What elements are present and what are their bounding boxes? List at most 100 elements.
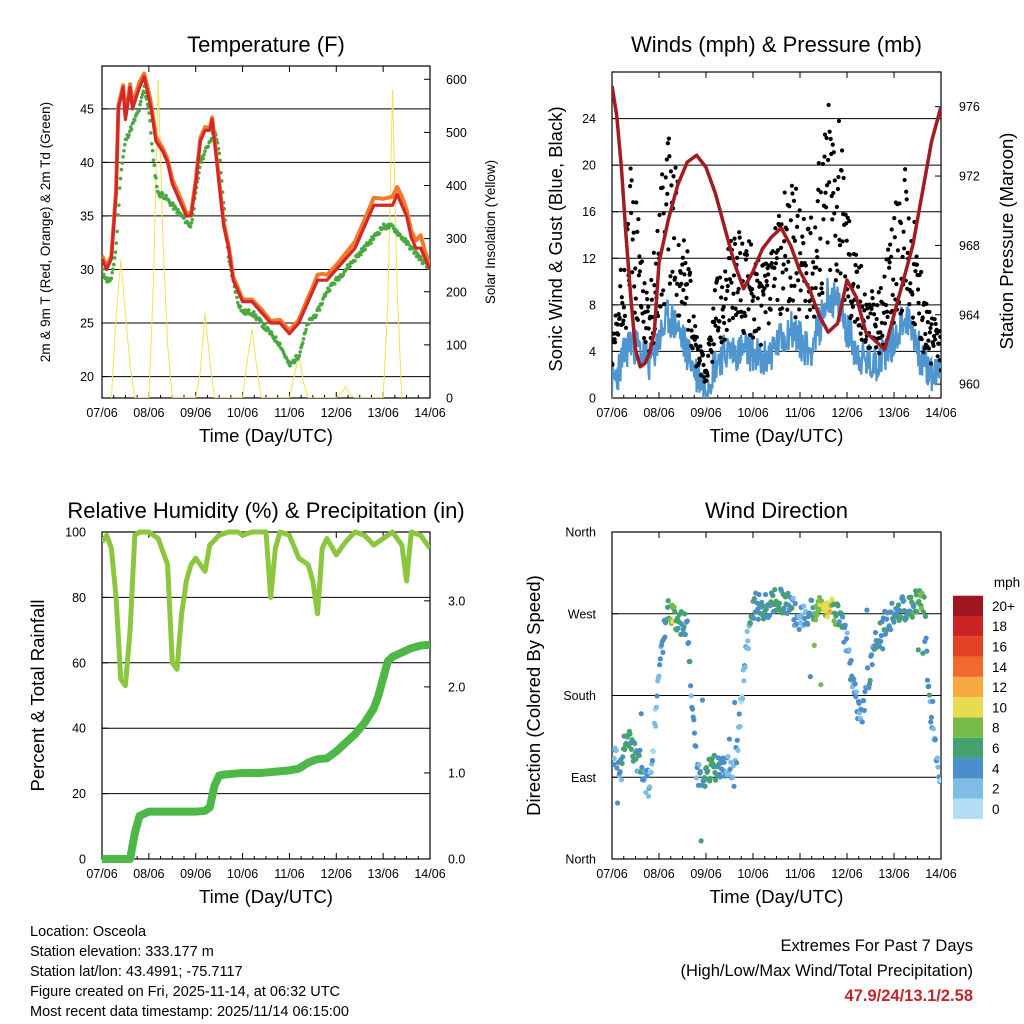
y-right-tick-label: 1.0	[448, 766, 465, 780]
gust-point	[926, 346, 932, 351]
rh-line	[102, 529, 430, 689]
gust-point	[847, 252, 852, 257]
gust-point	[889, 227, 894, 232]
direction-point	[618, 777, 625, 783]
gust-point	[722, 320, 727, 326]
x-tick-label: 10/06	[227, 406, 258, 420]
gust-point	[735, 290, 740, 295]
gust-point	[779, 306, 785, 311]
direction-point	[651, 748, 657, 755]
gust-point	[820, 161, 826, 167]
direction-point	[903, 615, 910, 621]
gust-point	[775, 297, 780, 303]
gust-point	[837, 243, 843, 248]
direction-point	[647, 784, 653, 790]
gust-point	[867, 345, 873, 350]
x-tick-label: 08/06	[643, 867, 674, 881]
dewpoint-point	[407, 243, 411, 247]
gust-point	[851, 281, 856, 287]
extremes-box: Extremes For Past 7 Days (High/Low/Max W…	[680, 934, 973, 1009]
gust-point	[919, 337, 924, 342]
direction-point	[920, 650, 926, 656]
dewpoint-point	[360, 249, 365, 254]
gust-point	[644, 290, 649, 295]
gust-point	[833, 278, 838, 283]
gust-point	[725, 283, 730, 289]
x-tick-label: 09/06	[690, 867, 721, 881]
gust-point	[803, 263, 808, 268]
extremes-heading: Extremes For Past 7 Days	[780, 937, 973, 955]
gust-point	[914, 262, 920, 267]
precip-line	[102, 640, 430, 863]
gust-point	[786, 259, 791, 264]
dewpoint-point	[102, 272, 106, 277]
gust-point	[616, 312, 621, 317]
y-tick-label: 45	[80, 102, 94, 116]
gust-point	[819, 286, 824, 291]
gust-point	[732, 241, 738, 246]
gust-point	[661, 288, 666, 293]
x-tick-label: 07/06	[86, 406, 117, 420]
gust-point	[746, 307, 751, 312]
gust-point	[676, 242, 681, 248]
direction-point	[926, 692, 933, 698]
direction-point	[895, 602, 902, 608]
y-tick-label: 60	[72, 656, 86, 670]
direction-point	[745, 646, 752, 652]
dewpoint-point	[122, 142, 127, 147]
panel-4: 07/06 08/06 09/06 10/06 11/06 12/06 13/06 14/06…	[523, 498, 1020, 907]
gust-point	[666, 247, 671, 252]
direction-point	[862, 689, 868, 695]
gust-point	[685, 249, 690, 254]
gust-point	[903, 167, 908, 172]
direction-point	[805, 621, 811, 627]
direction-point	[693, 743, 699, 749]
direction-point	[913, 588, 919, 594]
gust-point	[830, 217, 835, 222]
direction-point	[687, 683, 694, 689]
gust-point	[820, 290, 825, 296]
dewpoint-point	[138, 102, 142, 107]
gust-point	[865, 315, 871, 320]
direction-point	[843, 636, 850, 642]
gust-point	[621, 318, 626, 323]
dewpoint-point	[363, 247, 367, 252]
gust-point	[639, 259, 645, 264]
gust-point	[721, 304, 726, 310]
direction-point	[628, 746, 634, 752]
gust-point	[759, 303, 764, 308]
pressure-line	[612, 85, 941, 369]
gust-point	[615, 322, 620, 327]
direction-point	[735, 747, 741, 753]
dewpoint-point	[152, 163, 157, 168]
gust-point	[874, 345, 879, 350]
gust-point	[935, 354, 940, 359]
direction-point	[614, 800, 621, 806]
direction-point	[878, 633, 885, 639]
dewpoint-point	[356, 254, 361, 259]
dewpoint-point	[202, 152, 206, 157]
gust-point	[612, 362, 615, 367]
gust-point	[931, 334, 937, 339]
dewpoint-point	[111, 267, 115, 271]
gust-point	[880, 333, 885, 338]
gust-point	[691, 314, 696, 319]
x-tick-label: 11/06	[785, 406, 815, 420]
dewpoint-point	[298, 350, 303, 354]
gust-point	[823, 205, 829, 210]
gust-point	[908, 281, 913, 286]
gust-point	[639, 305, 644, 310]
x-tick-label: 14/06	[414, 406, 445, 420]
gust-point	[843, 274, 848, 279]
gust-point	[778, 245, 784, 250]
dewpoint-point	[386, 225, 391, 230]
direction-point	[938, 777, 941, 784]
gust-point	[701, 375, 707, 380]
dewpoint-point	[129, 127, 134, 132]
gust-point	[684, 282, 690, 287]
gust-point	[751, 294, 756, 299]
gust-point	[859, 337, 864, 342]
y-axis-label: Direction (Colored By Speed)	[523, 575, 544, 816]
gust-point	[775, 248, 781, 253]
